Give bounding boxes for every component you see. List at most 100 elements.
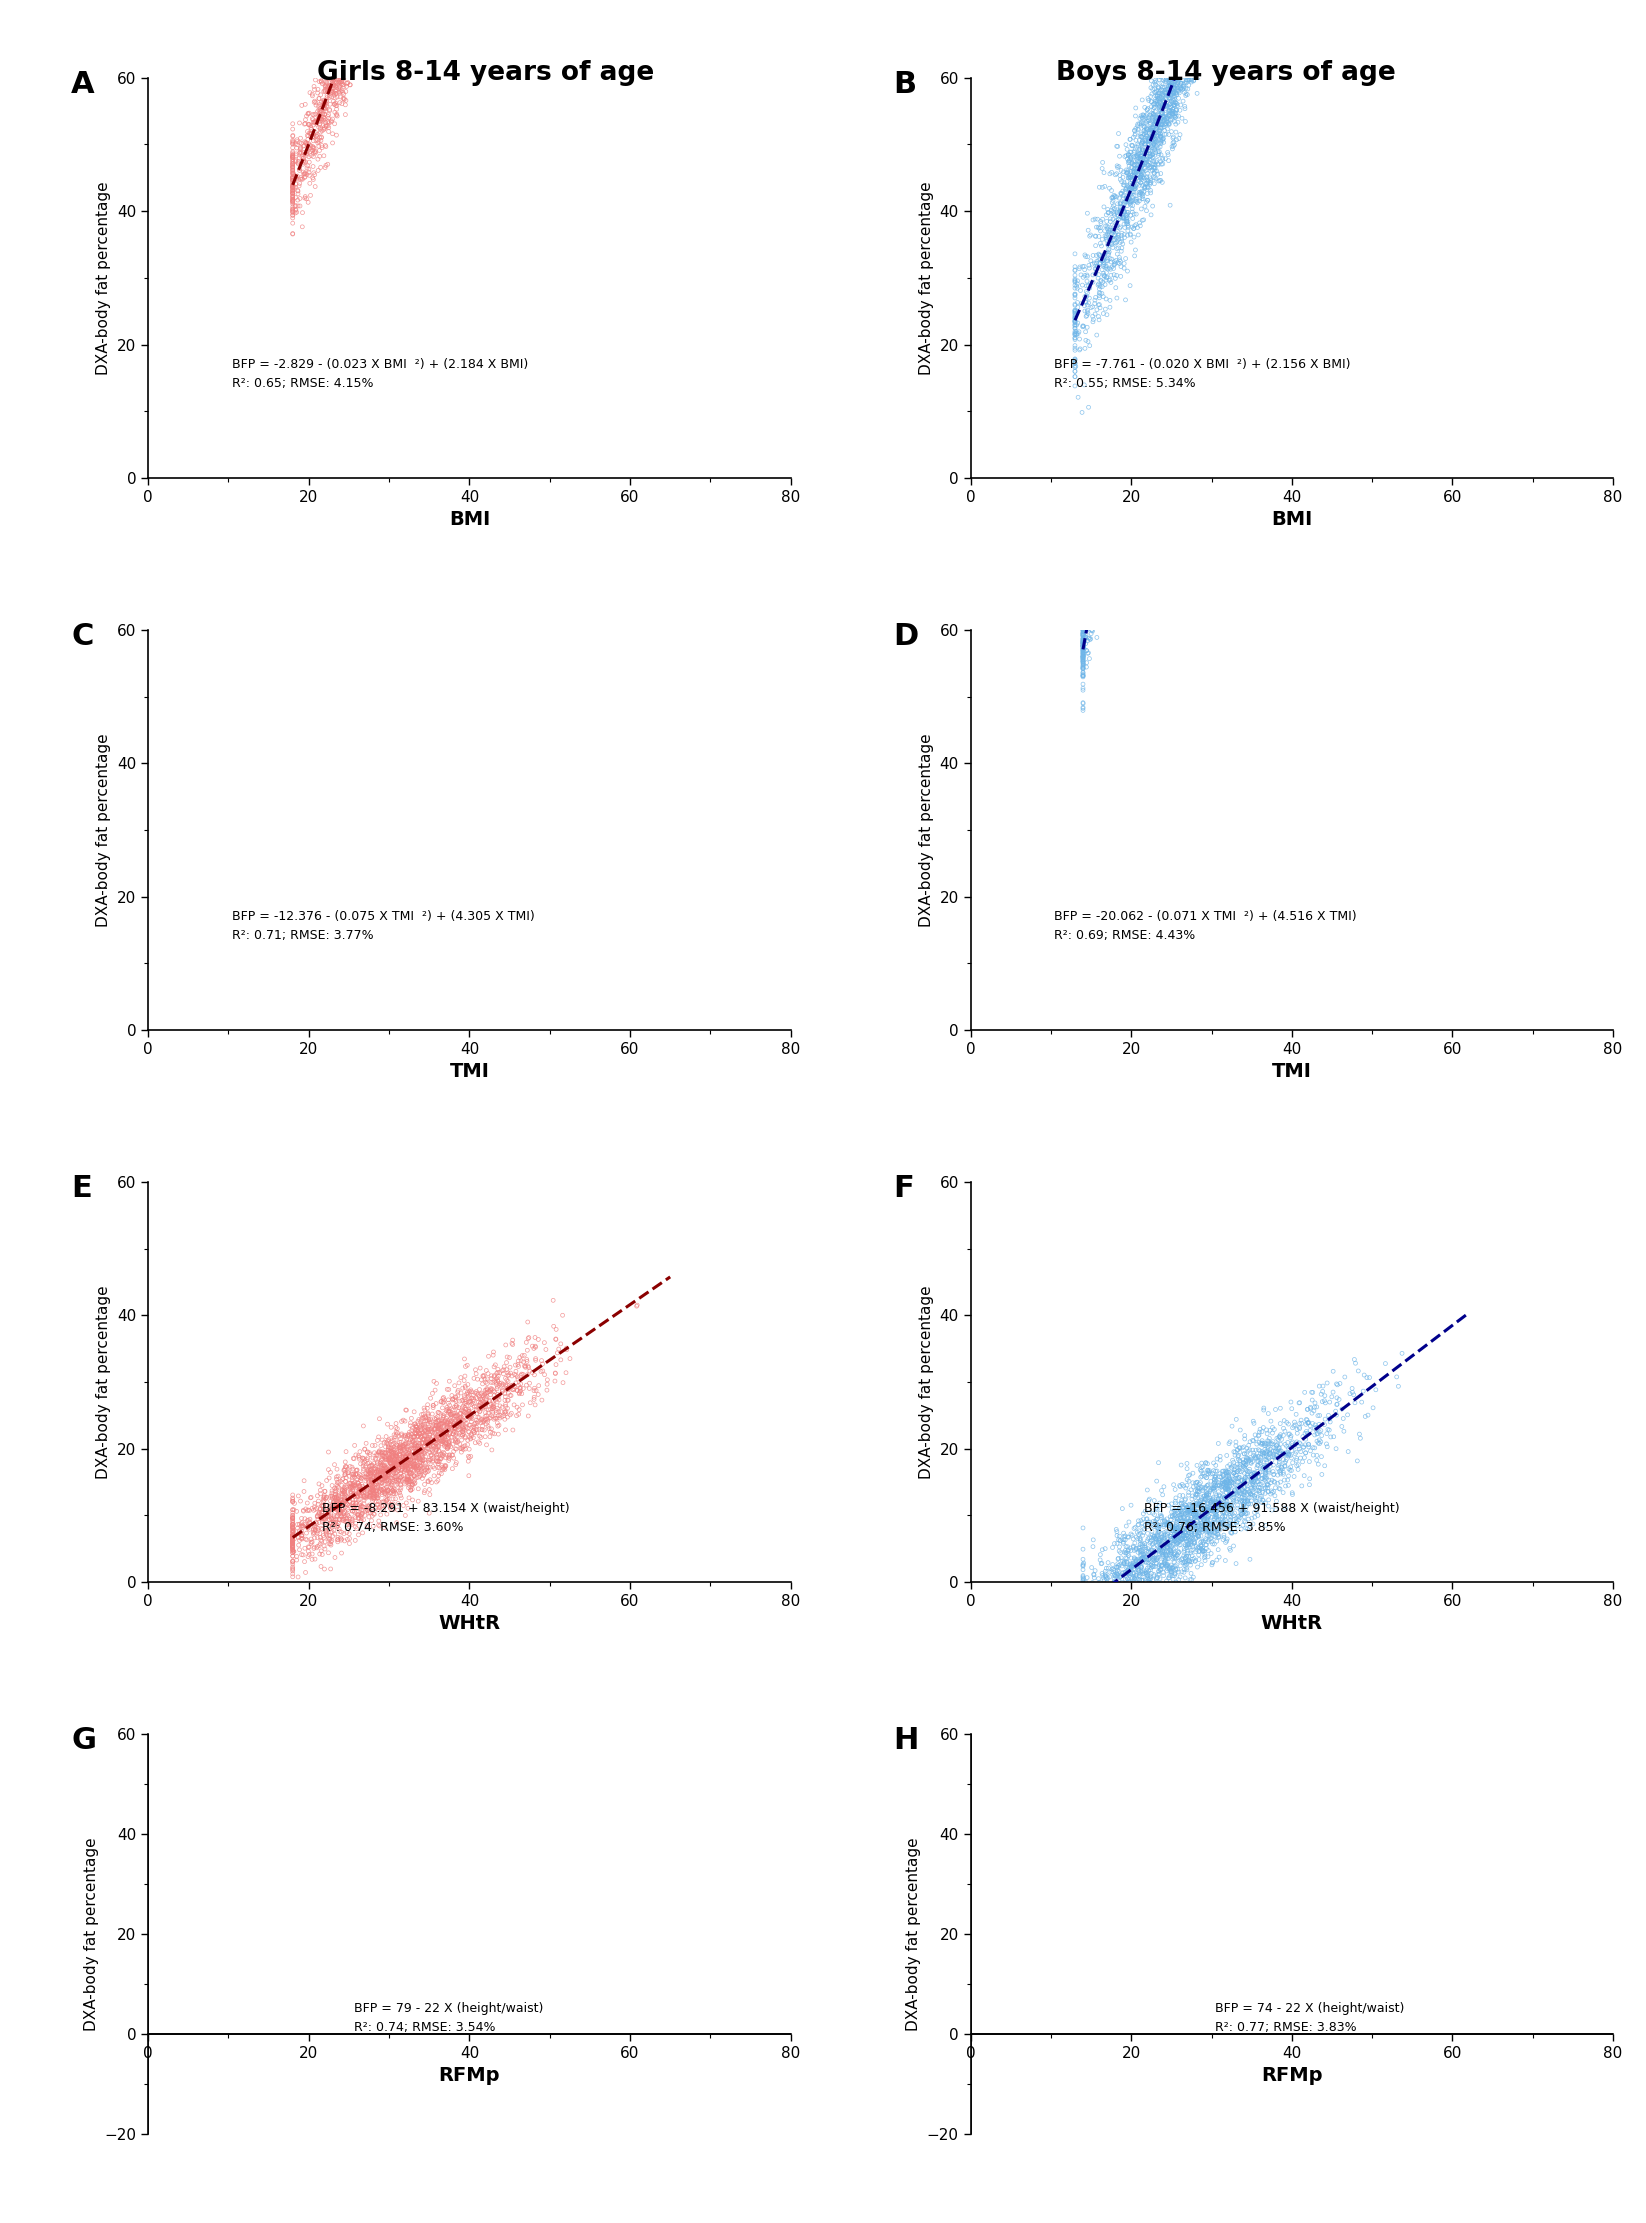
Point — [1142, 1503, 1169, 1538]
Point — [1139, 118, 1165, 153]
Point — [316, 1518, 342, 1554]
Point — [280, 176, 306, 211]
Point — [1123, 182, 1149, 218]
Point — [1211, 1465, 1238, 1501]
Point — [360, 0, 387, 2]
Point — [1100, 1554, 1126, 1589]
Point — [316, 1492, 342, 1527]
Point — [1155, 51, 1182, 87]
Point — [339, 62, 365, 98]
Point — [298, 129, 324, 165]
Point — [1179, 36, 1205, 71]
Point — [1137, 153, 1164, 189]
Point — [456, 1374, 482, 1409]
Point — [291, 351, 318, 387]
Point — [293, 124, 319, 160]
Point — [1070, 649, 1096, 685]
Point — [380, 1445, 407, 1481]
Point — [1183, 1476, 1210, 1512]
Point — [339, 4, 365, 40]
Point — [1081, 218, 1108, 253]
Point — [1386, 1369, 1412, 1405]
Point — [1172, 78, 1198, 113]
Point — [1169, 13, 1195, 49]
Point — [1164, 58, 1190, 93]
Point — [395, 1434, 421, 1469]
Point — [316, 229, 342, 265]
Point — [1123, 1543, 1149, 1578]
Point — [1169, 64, 1195, 100]
Point — [1162, 82, 1188, 118]
Point — [431, 1414, 458, 1449]
Point — [387, 1429, 413, 1465]
Point — [347, 1467, 374, 1503]
Point — [1165, 1514, 1192, 1549]
Point — [263, 487, 290, 522]
Point — [1095, 251, 1121, 287]
Point — [1103, 1576, 1129, 1612]
Point — [1070, 671, 1096, 707]
Point — [1118, 1541, 1144, 1576]
Point — [1272, 1489, 1299, 1525]
Point — [1111, 376, 1137, 411]
Point — [1170, 0, 1197, 7]
Point — [405, 1418, 431, 1454]
Point — [1284, 1441, 1310, 1476]
Point — [484, 1392, 510, 1427]
Point — [1108, 249, 1134, 285]
Point — [1162, 1472, 1188, 1507]
Point — [1154, 71, 1180, 107]
Point — [1180, 1496, 1207, 1532]
Point — [1165, 98, 1192, 133]
Point — [1147, 87, 1174, 122]
Point — [1136, 122, 1162, 158]
Point — [291, 107, 318, 142]
Point — [1152, 133, 1179, 169]
Point — [1223, 1454, 1249, 1489]
Point — [1241, 1469, 1267, 1505]
Point — [1182, 1478, 1208, 1514]
Point — [283, 122, 309, 158]
Point — [1277, 1438, 1304, 1474]
Point — [280, 1494, 306, 1529]
Point — [313, 149, 339, 185]
Point — [280, 162, 306, 198]
Point — [341, 0, 367, 33]
Point — [1152, 76, 1179, 111]
Point — [1159, 67, 1185, 102]
Point — [1085, 567, 1111, 602]
Point — [453, 1392, 479, 1427]
Point — [1121, 158, 1147, 193]
Point — [1215, 1449, 1241, 1485]
Point — [1070, 605, 1096, 640]
Point — [1131, 1536, 1157, 1572]
Point — [423, 1438, 449, 1474]
Point — [1188, 44, 1215, 80]
Point — [377, 1441, 403, 1476]
Point — [1139, 216, 1165, 251]
Point — [311, 1478, 337, 1514]
Point — [1337, 1376, 1363, 1412]
Point — [1164, 87, 1190, 122]
Point — [323, 1483, 349, 1518]
Point — [393, 1447, 420, 1483]
Point — [1086, 218, 1113, 253]
Point — [1108, 447, 1134, 482]
Point — [1172, 31, 1198, 67]
Point — [1141, 1541, 1167, 1576]
Point — [347, 0, 374, 2]
Point — [1190, 38, 1216, 73]
Point — [369, 1472, 395, 1507]
Point — [1126, 1558, 1152, 1594]
Point — [400, 1423, 426, 1458]
Point — [430, 1380, 456, 1416]
Point — [428, 1405, 454, 1441]
Point — [1155, 1549, 1182, 1585]
Point — [1126, 1543, 1152, 1578]
Point — [380, 1476, 407, 1512]
Point — [1095, 236, 1121, 271]
Point — [1188, 1449, 1215, 1485]
Point — [319, 187, 346, 222]
Point — [415, 1423, 441, 1458]
Point — [301, 1529, 328, 1565]
